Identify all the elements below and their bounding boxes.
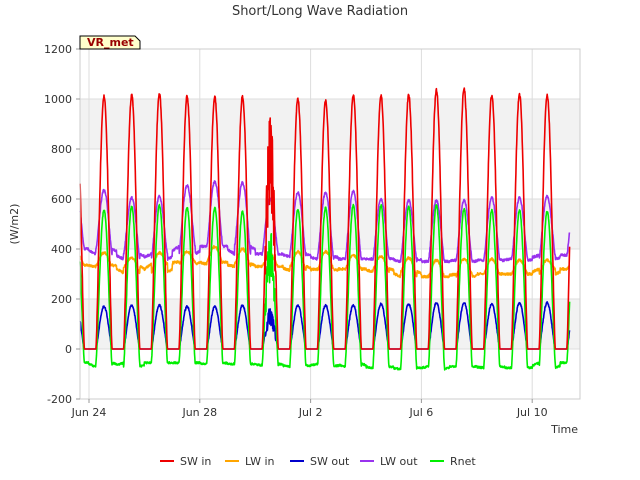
- legend-label: SW out: [310, 455, 350, 468]
- y-axis-ticks: -200 0 200 400 600 800 1000 1200: [44, 43, 80, 406]
- x-axis-label: Time: [550, 423, 578, 436]
- legend-label: LW out: [380, 455, 418, 468]
- y-tick-label: 1000: [44, 93, 72, 106]
- legend: SW in LW in SW out LW out Rnet: [160, 455, 476, 468]
- legend-label: SW in: [180, 455, 211, 468]
- x-tick-label: Jul 2: [298, 406, 323, 419]
- station-tag: VR_met: [79, 35, 141, 50]
- y-axis-label: (W/m2): [8, 204, 21, 245]
- x-axis-ticks: Jun 24 Jun 28 Jul 2 Jul 6 Jul 10: [71, 399, 548, 419]
- x-tick-label: Jun 24: [71, 406, 107, 419]
- series-layer: [79, 87, 571, 371]
- x-tick-label: Jul 6: [409, 406, 434, 419]
- background-band: [80, 99, 580, 149]
- legend-label: LW in: [245, 455, 275, 468]
- y-tick-label: 1200: [44, 43, 72, 56]
- chart-title: Short/Long Wave Radiation: [232, 4, 408, 19]
- background-band: [80, 49, 580, 99]
- series-line-sw-in: [79, 87, 571, 350]
- series-line-sw-out: [79, 301, 571, 350]
- plot-frame: [79, 48, 581, 400]
- station-tag-label: VR_met: [87, 36, 134, 49]
- x-tick-label: Jun 28: [181, 406, 217, 419]
- y-tick-label: 600: [51, 193, 72, 206]
- y-tick-label: 0: [65, 343, 72, 356]
- y-tick-label: 800: [51, 143, 72, 156]
- y-tick-label: 200: [51, 293, 72, 306]
- y-tick-label: 400: [51, 243, 72, 256]
- background-band: [80, 349, 580, 399]
- legend-label: Rnet: [450, 455, 476, 468]
- series-line-lw-out: [79, 180, 571, 264]
- x-tick-label: Jul 10: [516, 406, 548, 419]
- y-tick-label: -200: [47, 393, 72, 406]
- series-line-rnet: [79, 203, 571, 371]
